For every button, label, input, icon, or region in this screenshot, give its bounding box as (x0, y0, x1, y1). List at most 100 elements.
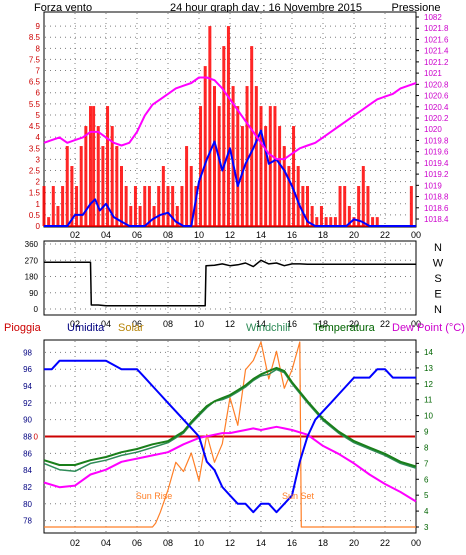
gust-bar (240, 126, 244, 226)
y-tick-label-wind: 5.5 (29, 100, 41, 109)
y-tick-label-pressure: 1018.4 (424, 215, 449, 224)
gust-bar (366, 186, 370, 226)
y-tick-label-wind: 8.5 (29, 33, 41, 42)
direction-series (44, 259, 416, 307)
x-tick-label: 14 (256, 538, 266, 548)
y-tick-label-pressure: 1018.6 (424, 204, 449, 213)
gust-bar (333, 217, 337, 226)
x-tick-label: 22 (380, 319, 390, 329)
y-tick-label-humidity: 80 (23, 500, 32, 509)
gust-bar (124, 186, 128, 226)
y-tick-label-temperature: 9 (424, 428, 429, 437)
legend-windchill: Windchill (246, 322, 290, 334)
y-tick-label-temperature: 8 (424, 443, 429, 452)
x-tick-label: 14 (256, 319, 266, 329)
gust-bar (157, 186, 161, 226)
gust-bar (264, 126, 268, 226)
gust-bar (79, 146, 83, 226)
y-tick-label-wind: 4 (36, 133, 41, 142)
x-tick-label: 12 (225, 538, 235, 548)
gust-bar (70, 166, 74, 226)
legend-dewpoint: Dew Point (°C) (392, 322, 465, 334)
sunrise-label: Sun Rise (136, 491, 173, 501)
y-tick-label-wind: 1 (36, 200, 41, 209)
x-tick-label: 20 (349, 319, 359, 329)
y-tick-label-humidity: 86 (23, 449, 32, 458)
x-tick-label: 18 (318, 538, 328, 548)
gust-bar (278, 126, 282, 226)
x-tick-label: 10 (194, 319, 204, 329)
gust-bar (292, 126, 296, 226)
y-tick-label-humidity: 98 (23, 348, 32, 357)
gust-bar (65, 146, 69, 226)
y-tick-label-wind: 0 (36, 222, 41, 231)
y-tick-label-wind: 3 (36, 155, 41, 164)
compass-label: S (434, 273, 441, 285)
gust-bar (185, 146, 189, 226)
y-tick-label-humidity: 92 (23, 399, 32, 408)
gust-bar (129, 206, 133, 226)
gust-bar (42, 186, 46, 226)
x-tick-label: 02 (70, 538, 80, 548)
legend-solar: Solar (118, 322, 144, 334)
y-tick-label-direction: 0 (34, 305, 39, 314)
wind-series (42, 26, 417, 227)
gust-bar (409, 186, 413, 226)
gust-bar (143, 186, 147, 226)
legend-humidity: Umidita (67, 322, 105, 334)
x-tick-label: 02 (70, 230, 80, 240)
y-tick-label-temperature: 4 (424, 507, 429, 516)
y-tick-label-pressure: 1020 (424, 125, 442, 134)
sunset-label: Sun Set (282, 491, 315, 501)
y-tick-label-humidity: 84 (23, 466, 32, 475)
dewpoint-line (43, 425, 417, 503)
y-tick-label-temperature: 5 (424, 491, 429, 500)
x-tick-label: 04 (101, 319, 111, 329)
y-tick-label-wind: 7.5 (29, 55, 41, 64)
gust-bar (101, 146, 105, 226)
x-tick-label: 16 (287, 230, 297, 240)
gust-bar (231, 86, 235, 226)
gust-bar (310, 206, 314, 226)
gust-bar (110, 126, 114, 226)
y-tick-label-direction: 180 (25, 273, 39, 282)
compass-label: N (434, 242, 442, 254)
y-tick-label-wind: 7 (36, 67, 41, 76)
compass-label: E (434, 289, 441, 301)
gust-bar (375, 217, 379, 226)
gust-bar (138, 206, 142, 226)
y-tick-label-temperature: 6 (424, 475, 429, 484)
temperature-line (43, 366, 417, 468)
x-tick-label: 14 (256, 230, 266, 240)
temperature-series (43, 341, 417, 528)
y-tick-label-pressure: 1020.6 (424, 92, 449, 101)
y-tick-label-pressure: 1019.6 (424, 148, 449, 157)
x-tick-label: 22 (380, 538, 390, 548)
direction-line (44, 259, 416, 307)
gust-bar (180, 186, 184, 226)
gust-bar (133, 186, 137, 226)
y-tick-label-wind: 4.5 (29, 122, 41, 131)
compass-label: W (433, 258, 444, 270)
x-tick-label: 12 (225, 319, 235, 329)
y-tick-label-pressure: 1018.8 (424, 193, 449, 202)
y-tick-label-humidity: 78 (23, 517, 32, 526)
x-tick-label: 00 (411, 230, 421, 240)
gust-bar (199, 106, 203, 226)
gust-bar (147, 186, 151, 226)
x-tick-label: 02 (70, 319, 80, 329)
x-tick-label: 08 (163, 319, 173, 329)
avg-wind-line (44, 129, 416, 227)
gust-bar (84, 126, 88, 226)
y-tick-label-pressure: 1019 (424, 181, 442, 190)
y-tick-label-temperature: 3 (424, 523, 429, 532)
y-tick-label-pressure: 1021.8 (424, 24, 449, 33)
gust-bar (259, 106, 263, 226)
y-tick-label-pressure: 1019.4 (424, 159, 449, 168)
humidity-line (44, 359, 416, 514)
x-tick-label: 04 (101, 230, 111, 240)
y-tick-label-temperature: 11 (424, 396, 433, 405)
compass-label: N (434, 304, 442, 316)
y-tick-label-wind: 0.5 (29, 211, 41, 220)
